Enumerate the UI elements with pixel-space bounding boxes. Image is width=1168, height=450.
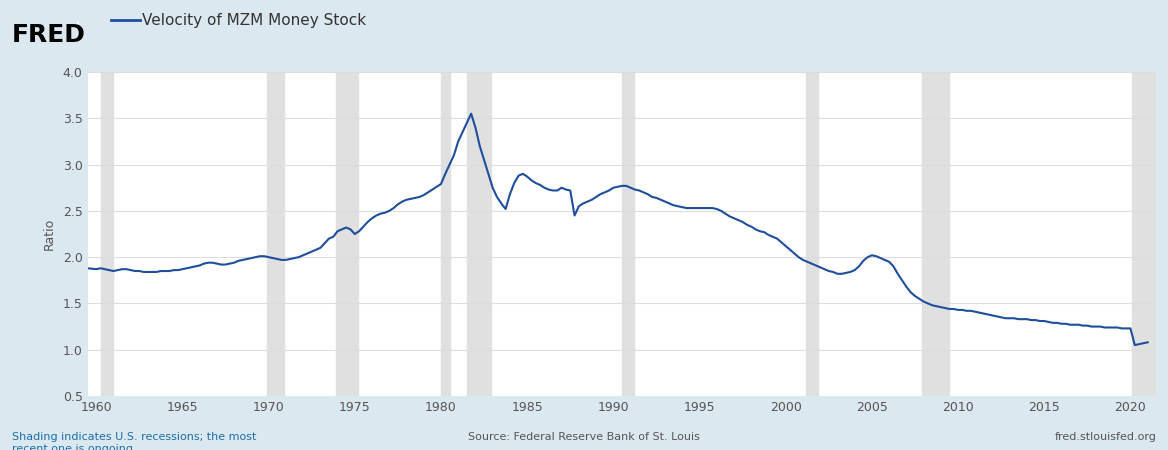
Text: Source: Federal Reserve Bank of St. Louis: Source: Federal Reserve Bank of St. Loui… — [468, 432, 700, 442]
Text: ‘: ‘ — [76, 20, 81, 34]
Bar — [621, 72, 634, 396]
Bar — [806, 72, 819, 396]
Bar — [442, 72, 450, 396]
Bar — [1132, 72, 1156, 396]
Text: fred.stlouisfed.org: fred.stlouisfed.org — [1055, 432, 1156, 442]
Bar — [922, 72, 950, 396]
Y-axis label: Ratio: Ratio — [43, 218, 56, 250]
Text: Velocity of MZM Money Stock: Velocity of MZM Money Stock — [142, 13, 367, 28]
Text: FRED: FRED — [12, 22, 85, 46]
Bar — [467, 72, 491, 396]
Text: Shading indicates U.S. recessions; the most
recent one is ongoing.: Shading indicates U.S. recessions; the m… — [12, 432, 256, 450]
Bar — [266, 72, 284, 396]
Bar — [100, 72, 113, 396]
Bar — [336, 72, 359, 396]
